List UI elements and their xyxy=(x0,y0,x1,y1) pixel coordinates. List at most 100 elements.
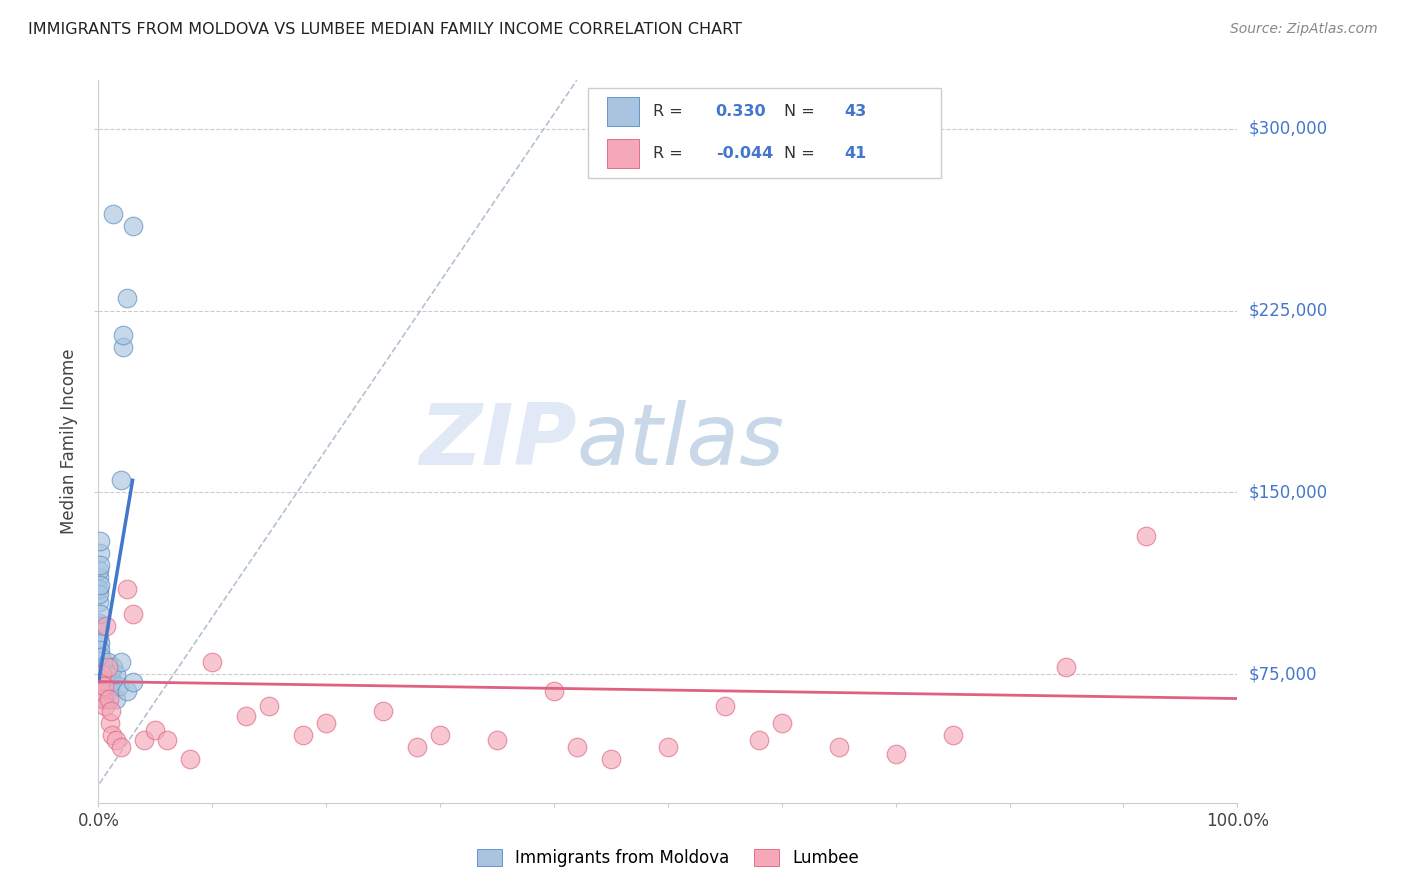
Point xyxy=(89,582,111,597)
Point xyxy=(90,684,112,698)
Point xyxy=(89,674,111,689)
Point xyxy=(145,723,167,737)
Point xyxy=(121,674,143,689)
Point xyxy=(292,728,315,742)
Point xyxy=(315,715,337,730)
Point xyxy=(884,747,907,762)
Point xyxy=(565,739,588,754)
Point xyxy=(96,619,118,633)
Point xyxy=(100,704,122,718)
Point xyxy=(110,473,132,487)
Point xyxy=(371,704,394,718)
Point xyxy=(90,660,112,674)
Point xyxy=(828,739,851,754)
Point xyxy=(201,655,224,669)
Point xyxy=(93,680,115,694)
Text: Source: ZipAtlas.com: Source: ZipAtlas.com xyxy=(1230,22,1378,37)
Bar xyxy=(607,97,640,127)
Point xyxy=(98,715,121,730)
Point xyxy=(98,680,121,694)
Point xyxy=(89,533,111,548)
Point xyxy=(179,752,201,766)
Point xyxy=(96,660,118,674)
Point xyxy=(90,684,112,698)
Point xyxy=(97,684,120,698)
Point xyxy=(110,739,132,754)
Point xyxy=(90,684,112,698)
Point xyxy=(103,660,125,674)
Point xyxy=(87,594,110,608)
Point xyxy=(89,643,111,657)
Point xyxy=(104,732,127,747)
Point xyxy=(89,563,111,577)
Point xyxy=(121,607,143,621)
Text: $225,000: $225,000 xyxy=(1249,301,1327,319)
Point xyxy=(406,739,429,754)
Point xyxy=(104,691,127,706)
Point xyxy=(90,667,112,681)
Point xyxy=(89,607,111,621)
Text: ZIP: ZIP xyxy=(419,400,576,483)
Text: R =: R = xyxy=(652,104,688,120)
Text: $150,000: $150,000 xyxy=(1249,483,1327,501)
Point xyxy=(132,732,155,747)
Point xyxy=(235,708,257,723)
Point xyxy=(259,698,281,713)
Point xyxy=(89,619,111,633)
Point xyxy=(104,667,127,681)
Point xyxy=(90,650,112,665)
Text: R =: R = xyxy=(652,146,688,161)
Point xyxy=(657,739,679,754)
Point xyxy=(96,655,118,669)
Text: atlas: atlas xyxy=(576,400,785,483)
Point xyxy=(1135,529,1157,543)
Point xyxy=(93,680,115,694)
Point xyxy=(90,667,112,681)
Point xyxy=(110,655,132,669)
Text: 0.330: 0.330 xyxy=(716,104,766,120)
Text: 43: 43 xyxy=(845,104,866,120)
Point xyxy=(89,558,111,573)
Point xyxy=(91,691,114,706)
Point xyxy=(543,684,565,698)
Point xyxy=(121,219,143,233)
Point xyxy=(101,728,124,742)
Text: N =: N = xyxy=(785,146,820,161)
Point xyxy=(714,698,737,713)
Point xyxy=(112,340,135,354)
Text: -0.044: -0.044 xyxy=(716,146,773,161)
Point xyxy=(156,732,179,747)
Point xyxy=(89,577,111,591)
Point xyxy=(87,631,110,645)
Point xyxy=(108,680,131,694)
Point xyxy=(87,616,110,631)
Text: 41: 41 xyxy=(845,146,866,161)
Point xyxy=(89,587,111,601)
Text: IMMIGRANTS FROM MOLDOVA VS LUMBEE MEDIAN FAMILY INCOME CORRELATION CHART: IMMIGRANTS FROM MOLDOVA VS LUMBEE MEDIAN… xyxy=(28,22,742,37)
Point xyxy=(87,570,110,584)
FancyBboxPatch shape xyxy=(588,87,941,178)
Point xyxy=(115,292,138,306)
Text: N =: N = xyxy=(785,104,820,120)
Point xyxy=(91,691,114,706)
Point xyxy=(429,728,451,742)
Point xyxy=(96,674,118,689)
Text: $75,000: $75,000 xyxy=(1249,665,1317,683)
Point xyxy=(90,680,112,694)
Point xyxy=(90,667,112,681)
Point xyxy=(97,691,120,706)
Point xyxy=(100,667,122,681)
Legend: Immigrants from Moldova, Lumbee: Immigrants from Moldova, Lumbee xyxy=(470,842,866,874)
Point xyxy=(103,206,125,220)
Point xyxy=(90,674,112,689)
Point xyxy=(94,698,117,713)
Point xyxy=(600,752,623,766)
Point xyxy=(115,684,138,698)
Point xyxy=(748,732,770,747)
Point xyxy=(89,636,111,650)
Bar xyxy=(607,139,640,168)
Point xyxy=(112,327,135,342)
Point xyxy=(115,582,138,597)
Y-axis label: Median Family Income: Median Family Income xyxy=(60,349,79,534)
Point xyxy=(770,715,793,730)
